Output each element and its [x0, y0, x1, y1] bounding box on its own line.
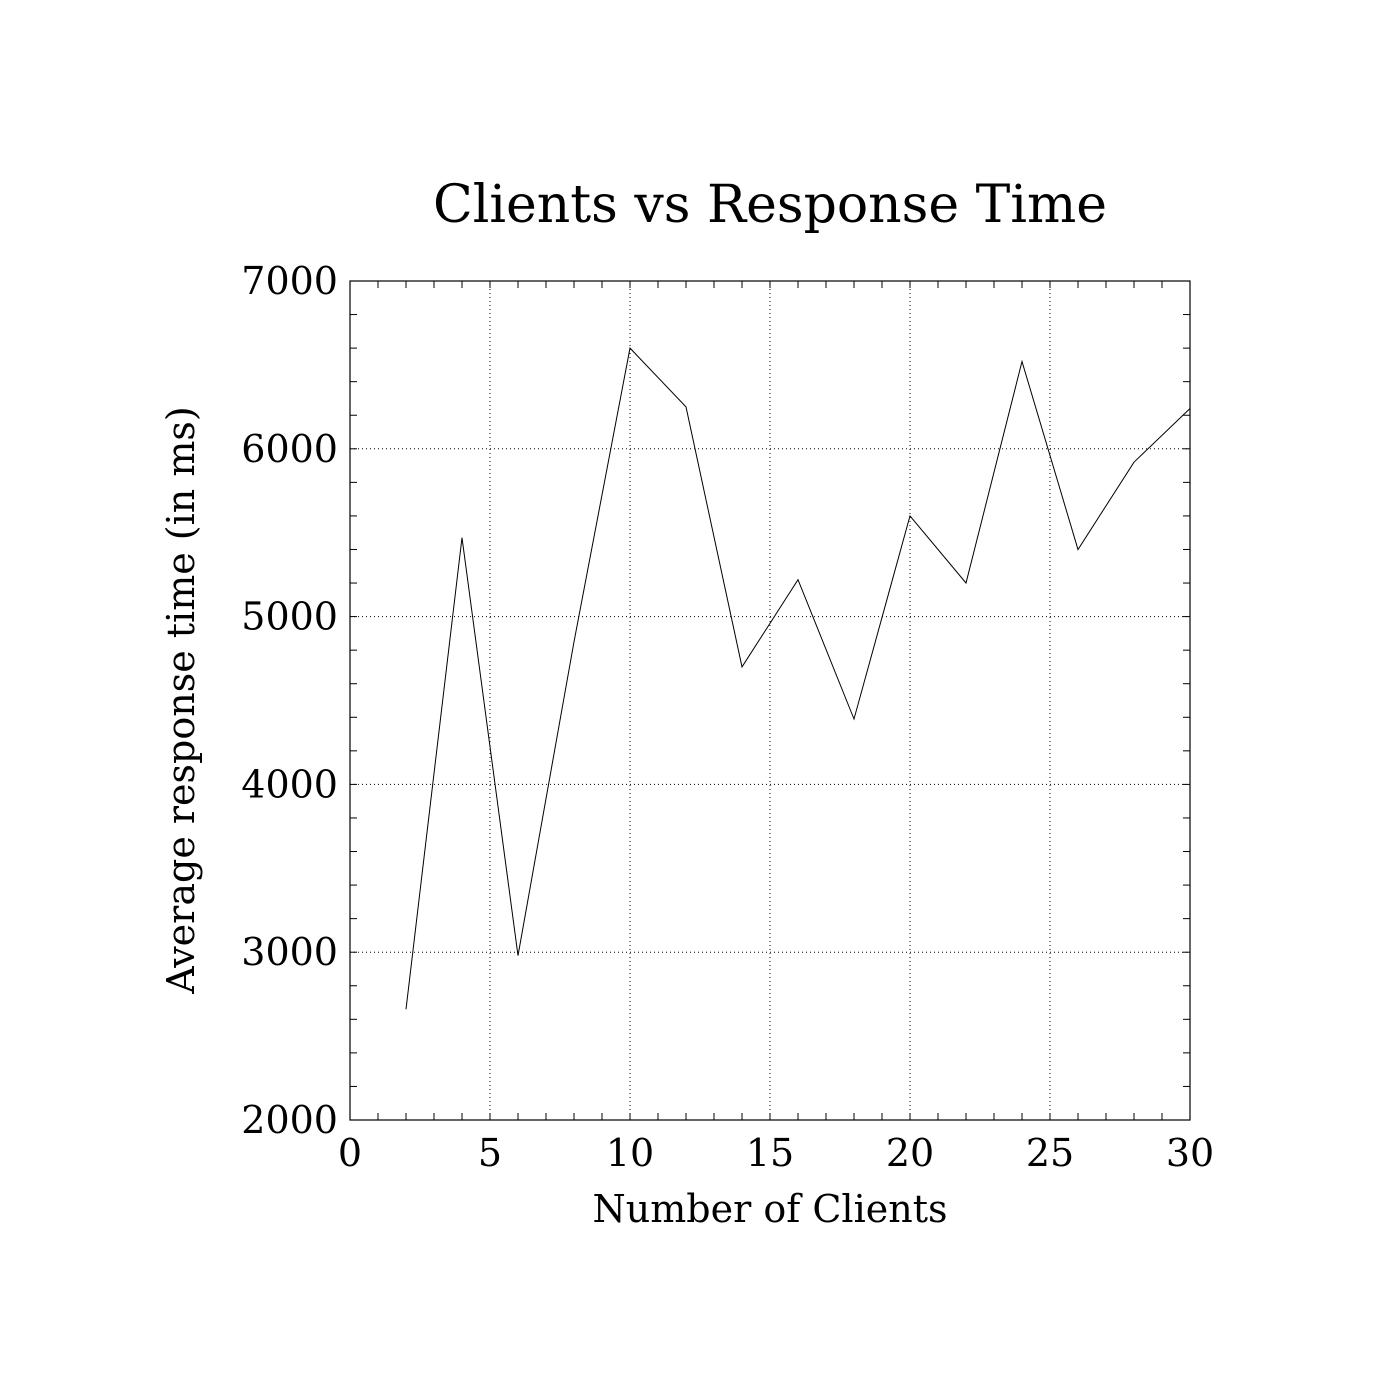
x-tick-label: 30 — [1166, 1131, 1214, 1175]
y-axis-label: Average response time (in ms) — [159, 406, 203, 994]
y-tick-label: 4000 — [241, 762, 338, 806]
y-tick-label: 3000 — [241, 930, 338, 974]
y-tick-label: 7000 — [241, 259, 338, 303]
y-tick-labels: 2000 3000 4000 5000 6000 7000 — [241, 259, 338, 1142]
x-tick-label: 20 — [886, 1131, 934, 1175]
y-tick-label: 6000 — [241, 427, 338, 471]
minor-ticks — [349, 280, 1191, 1121]
x-tick-label: 0 — [338, 1131, 362, 1175]
y-tick-label: 2000 — [241, 1098, 338, 1142]
chart-title: Clients vs Response Time — [433, 175, 1107, 235]
x-axis-label: Number of Clients — [593, 1187, 948, 1231]
series-layer — [405, 347, 1191, 1010]
x-tick-label: 10 — [606, 1131, 654, 1175]
x-tick-labels: 0 5 10 15 20 25 30 — [338, 1131, 1214, 1175]
series-line — [405, 347, 1191, 1010]
grid-lines — [350, 281, 1190, 1120]
plot-frame — [349, 280, 1191, 1121]
y-tick-label: 5000 — [241, 595, 338, 639]
x-tick-label: 25 — [1026, 1131, 1074, 1175]
x-tick-label: 15 — [746, 1131, 794, 1175]
x-tick-label: 5 — [478, 1131, 502, 1175]
